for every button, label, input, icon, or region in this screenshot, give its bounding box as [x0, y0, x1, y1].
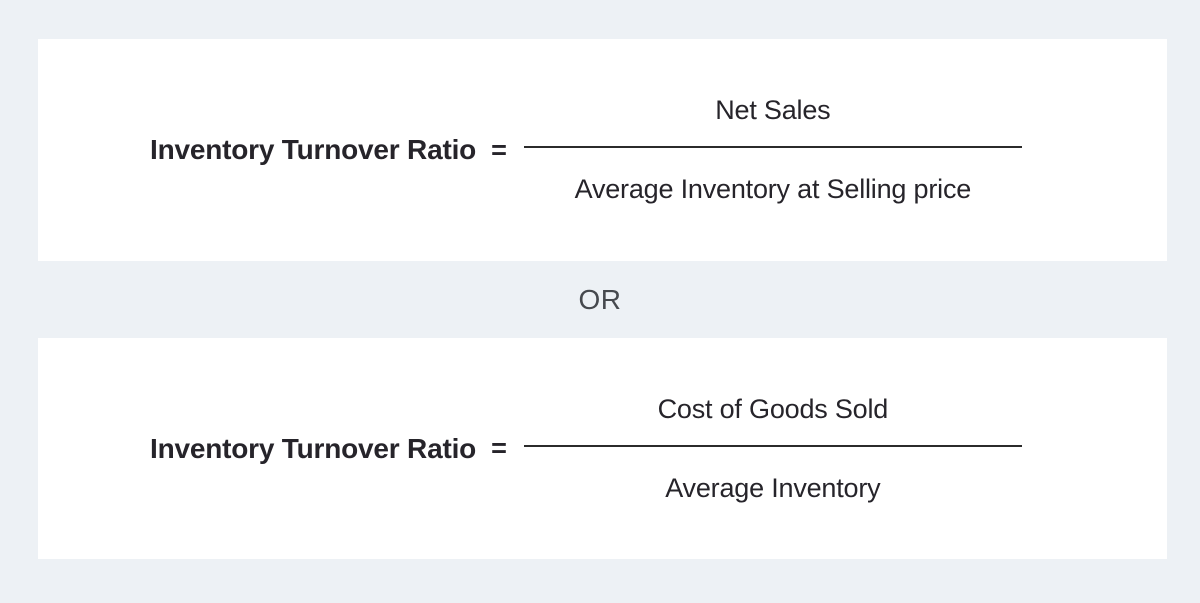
formula-card-cogs: Inventory Turnover Ratio = Cost of Goods…	[38, 338, 1167, 559]
equals-sign: =	[491, 433, 507, 463]
fraction: Net Sales Average Inventory at Selling p…	[523, 93, 1022, 207]
or-separator: OR	[0, 261, 1200, 338]
formula-label: Inventory Turnover Ratio	[150, 432, 477, 464]
fraction-numerator: Net Sales	[715, 95, 831, 125]
fraction-denominator: Average Inventory at Selling price	[574, 174, 972, 204]
fraction-numerator: Cost of Goods Sold	[657, 393, 889, 424]
fraction-denominator: Average Inventory	[665, 472, 881, 503]
fraction: Cost of Goods Sold Average Inventory	[523, 392, 1022, 506]
formula-card-net-sales: Inventory Turnover Ratio = Net Sales Ave…	[38, 39, 1167, 261]
fraction-bar	[523, 146, 1022, 148]
formula-label: Inventory Turnover Ratio	[150, 134, 477, 165]
fraction-bar	[523, 444, 1022, 447]
or-separator-label: OR	[578, 283, 622, 315]
equals-sign: =	[491, 134, 507, 165]
